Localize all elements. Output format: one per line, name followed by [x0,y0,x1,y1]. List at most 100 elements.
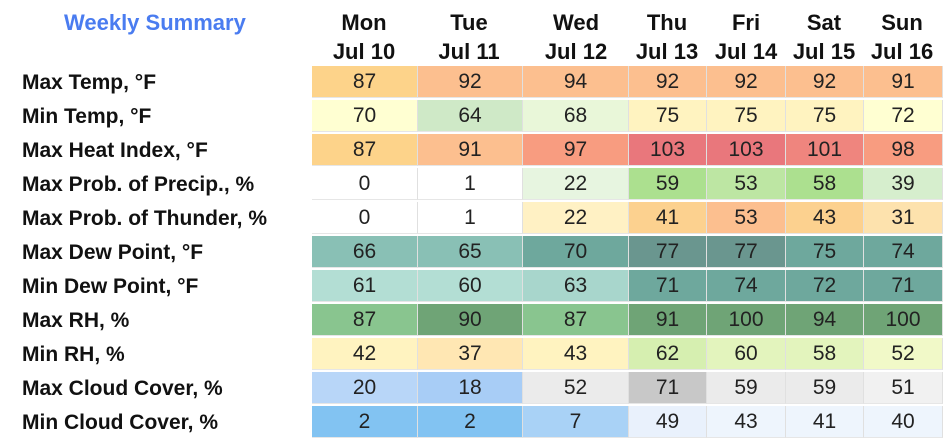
table-cell: 75 [786,100,864,132]
table-cell: 0 [312,202,418,234]
table-cell: 7 [523,406,629,438]
table-cell: 91 [418,134,523,166]
day-of-week: Sat [806,10,842,35]
row-label: Max Prob. of Precip., % [22,173,255,196]
table-cell: 39 [864,168,943,200]
table-cell: 92 [707,66,786,98]
row-label: Min Cloud Cover, % [22,411,219,434]
day-date: Jul 11 [438,39,500,64]
table-cell: 22 [523,202,629,234]
day-header: Thu Jul 13 [627,8,707,66]
table-cell: 103 [707,134,786,166]
row-label: Max RH, % [22,309,130,332]
table-cell: 43 [707,406,786,438]
table-cell: 58 [786,168,864,200]
table-row: Max Temp, °F 87 92 94 92 92 92 91 [0,66,943,99]
table-cell: 77 [707,236,786,268]
table-cell: 75 [629,100,707,132]
table-cell: 92 [418,66,523,98]
table-cell: 41 [786,406,864,438]
table-cell: 100 [707,304,786,336]
table-cell: 91 [864,66,943,98]
table-cell: 60 [707,338,786,370]
day-of-week: Sun [881,10,923,35]
table-cell: 42 [312,338,418,370]
table-cell: 61 [312,270,418,302]
day-date: Jul 10 [332,39,396,64]
day-of-week: Fri [731,10,761,35]
page-title: Weekly Summary [64,10,246,35]
table-row: Max Cloud Cover, % 20 18 52 71 59 59 51 [0,372,943,405]
table-cell: 87 [312,134,418,166]
row-label: Max Prob. of Thunder, % [22,207,268,230]
table-cell: 63 [523,270,629,302]
table-cell: 71 [864,270,943,302]
table-cell: 97 [523,134,629,166]
day-date: Jul 14 [714,39,778,64]
table-cell: 65 [418,236,523,268]
day-of-week: Wed [552,10,600,35]
row-label: Min Temp, °F [22,105,152,128]
table-cell: 71 [629,372,707,404]
table-cell: 72 [786,270,864,302]
table-cell: 94 [786,304,864,336]
table-cell: 22 [523,168,629,200]
row-label: Min Dew Point, °F [22,275,199,298]
table-cell: 59 [629,168,707,200]
table-cell: 64 [418,100,523,132]
table-cell: 71 [629,270,707,302]
table-cell: 31 [864,202,943,234]
table-cell: 51 [864,372,943,404]
table-cell: 2 [312,406,418,438]
table-cell: 101 [786,134,864,166]
day-date: Jul 12 [544,39,608,64]
table-cell: 66 [312,236,418,268]
table-cell: 92 [629,66,707,98]
table-cell: 91 [629,304,707,336]
table-cell: 100 [864,304,943,336]
table-cell: 92 [786,66,864,98]
day-header: Sat Jul 15 [784,8,864,66]
table-cell: 68 [523,100,629,132]
table-cell: 62 [629,338,707,370]
table-cell: 59 [786,372,864,404]
table-row: Max Heat Index, °F 87 91 97 103 103 101 98 [0,134,943,167]
table-cell: 75 [786,236,864,268]
table-cell: 58 [786,338,864,370]
day-date: Jul 13 [635,39,699,64]
table-cell: 87 [523,304,629,336]
row-label: Max Heat Index, °F [22,139,208,162]
table-cell: 74 [864,236,943,268]
table-cell: 18 [418,372,523,404]
row-label: Max Cloud Cover, % [22,377,223,400]
table-cell: 20 [312,372,418,404]
row-label: Max Dew Point, °F [22,241,204,264]
table-cell: 74 [707,270,786,302]
table-cell: 70 [523,236,629,268]
table-cell: 1 [418,168,523,200]
table-cell: 87 [312,66,418,98]
table-cell: 2 [418,406,523,438]
table-cell: 87 [312,304,418,336]
table-cell: 103 [629,134,707,166]
table-cell: 49 [629,406,707,438]
table-cell: 37 [418,338,523,370]
table-row: Max Prob. of Thunder, % 0 1 22 41 53 43 31 [0,202,943,235]
table-row: Max Dew Point, °F 66 65 70 77 77 75 74 [0,236,943,269]
row-label: Max Temp, °F [22,71,157,94]
table-cell: 53 [707,168,786,200]
day-of-week: Tue [450,10,488,35]
table-row: Min Cloud Cover, % 2 2 7 49 43 41 40 [0,406,943,439]
table-row: Min Temp, °F 70 64 68 75 75 75 72 [0,100,943,133]
day-header: Sun Jul 16 [862,8,942,66]
table-cell: 70 [312,100,418,132]
table-row: Min RH, % 42 37 43 62 60 58 52 [0,338,943,371]
table-cell: 43 [523,338,629,370]
table-cell: 98 [864,134,943,166]
table-cell: 52 [864,338,943,370]
day-header: Tue Jul 11 [429,8,509,66]
day-header: Wed Jul 12 [536,8,616,66]
table-cell: 59 [707,372,786,404]
table-row: Max Prob. of Precip., % 0 1 22 59 53 58 39 [0,168,943,201]
table-cell: 75 [707,100,786,132]
